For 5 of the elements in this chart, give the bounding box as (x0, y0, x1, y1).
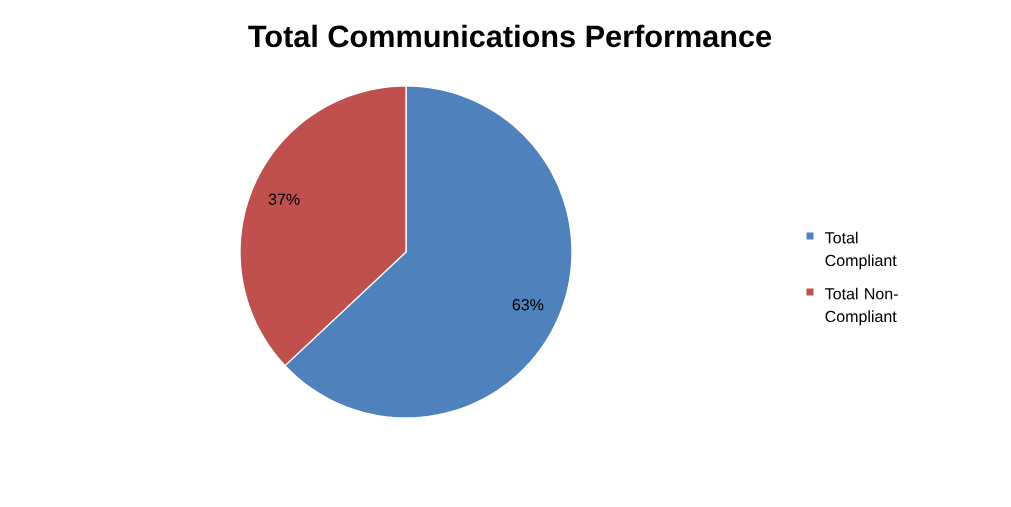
legend-label: Total Compliant (825, 231, 897, 270)
data-label: 63% (512, 299, 544, 311)
legend-label: Total Non-Compliant (825, 287, 898, 326)
data-label: 37% (268, 193, 300, 205)
chart-title: Total Communications Performance (248, 24, 772, 48)
